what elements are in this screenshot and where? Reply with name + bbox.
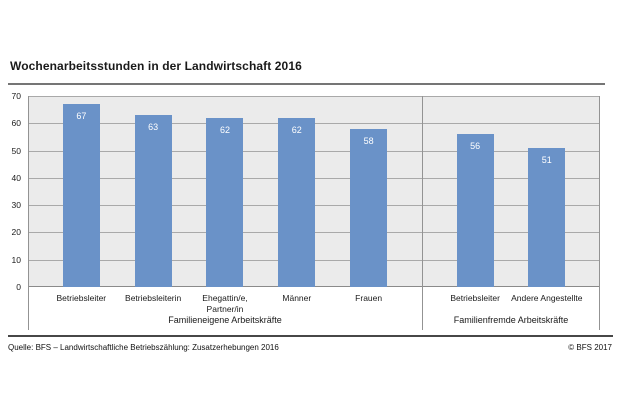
copyright-note: © BFS 2017 <box>568 343 612 352</box>
bar-value-label: 62 <box>219 125 230 135</box>
title-rule <box>8 83 605 85</box>
y-axis: 0 10 20 30 40 50 60 70 <box>0 91 21 292</box>
y-tick-label: 20 <box>11 227 21 238</box>
group-divider-line <box>422 96 423 330</box>
bar-value-label: 67 <box>76 111 87 121</box>
bar-value-label: 56 <box>470 141 481 151</box>
y-axis-line <box>28 96 29 330</box>
category-label: Betriebsleiter <box>56 293 107 303</box>
chart-title: Wochenarbeitsstunden in der Landwirtscha… <box>10 59 302 73</box>
y-tick-label: 30 <box>11 200 21 211</box>
category-label: Andere Angestellte <box>511 293 583 303</box>
bar-chart: 67 Betriebsleiter 63 Betriebsleiterin 62 Eheg… <box>28 96 600 330</box>
source-note: Quelle: BFS – Landwirtschaftliche Betrie… <box>8 343 279 352</box>
bar: 67 Betriebsleiter <box>57 104 106 303</box>
y-tick-label: 60 <box>11 118 21 129</box>
footer-rule <box>8 335 613 337</box>
bar: 58 Frauen <box>350 129 388 303</box>
bar: 56 Betriebsleiter <box>450 134 500 303</box>
category-label: Betriebsleiterin <box>125 293 182 303</box>
group-label: Familieneigene Arbeitskräfte <box>168 315 282 325</box>
bar-value-label: 58 <box>363 136 374 146</box>
y-tick-label: 70 <box>11 91 21 101</box>
gridline <box>28 96 600 97</box>
bar-group: 56 Betriebsleiter 51 Andere Angestellte <box>422 96 600 303</box>
bar: 51 Andere Angestellte <box>511 148 582 303</box>
bar-group: 67 Betriebsleiter 63 Betriebsleiterin 62 Eheg… <box>28 96 422 314</box>
y-tick-label: 10 <box>11 254 21 265</box>
right-frame-line <box>599 96 600 330</box>
y-tick-label: 50 <box>11 145 21 156</box>
bar: 62 Männer <box>278 118 316 303</box>
bar-value-label: 51 <box>541 155 552 165</box>
y-tick-label: 0 <box>16 282 21 292</box>
category-label: Männer <box>282 293 312 303</box>
category-label: Frauen <box>355 293 383 303</box>
category-label: Ehegattin/e, Partner/in <box>202 293 248 315</box>
bar: 62 Ehegattin/e, Partner/in <box>202 118 248 314</box>
group-label: Familienfremde Arbeitskräfte <box>453 315 569 325</box>
bar-value-label: 63 <box>148 122 159 132</box>
bar-value-label: 62 <box>291 125 302 135</box>
category-label: Betriebsleiter <box>450 293 500 303</box>
bar: 63 Betriebsleiterin <box>125 115 181 303</box>
y-tick-label: 40 <box>11 172 21 183</box>
